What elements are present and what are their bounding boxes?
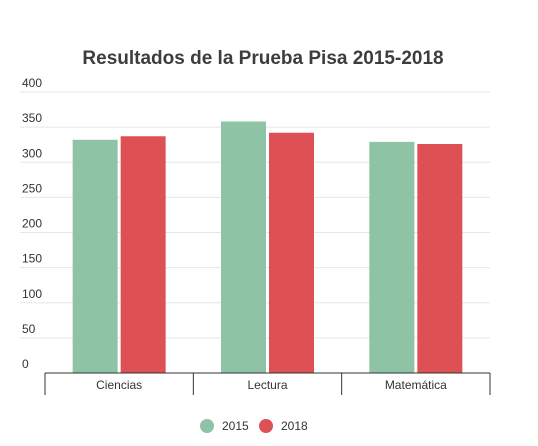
y-tick-label: 300 [22,146,42,160]
legend-label: 2018 [281,419,308,433]
y-tick-label: 350 [22,111,42,125]
y-tick-label: 400 [22,76,42,90]
chart-title: Resultados de la Prueba Pisa 2015-2018 [82,48,443,69]
y-tick-label: 0 [22,357,29,371]
y-tick-label: 100 [22,287,42,301]
y-tick-label: 250 [22,181,42,195]
legend-swatch [200,419,214,433]
bar-2015-ciencias [72,139,118,373]
x-tick-label: Matemática [385,378,447,392]
bar-2018-matemática [417,143,463,373]
x-axis: Ciencias Lectura Matemática [44,372,491,395]
legend[interactable]: 2015 2018 [200,419,308,433]
bar-2018-lectura [269,132,314,373]
bar-2018-ciencias [120,136,166,373]
y-tick-label: 150 [22,252,42,266]
legend-swatch [259,419,273,433]
x-tick-label: Ciencias [96,378,142,392]
legend-item-2018[interactable]: 2018 [259,419,308,433]
y-tick-label: 50 [22,322,36,336]
bar-2015-matemática [369,141,415,373]
x-tick-label: Lectura [247,378,287,392]
legend-label: 2015 [222,419,249,433]
bars [72,121,463,373]
legend-item-2015[interactable]: 2015 [200,419,249,433]
bar-2015-lectura [221,121,266,373]
y-axis-ticks: 0 50 100 150 200 250 300 350 400 [22,76,42,371]
y-tick-label: 200 [22,217,42,231]
